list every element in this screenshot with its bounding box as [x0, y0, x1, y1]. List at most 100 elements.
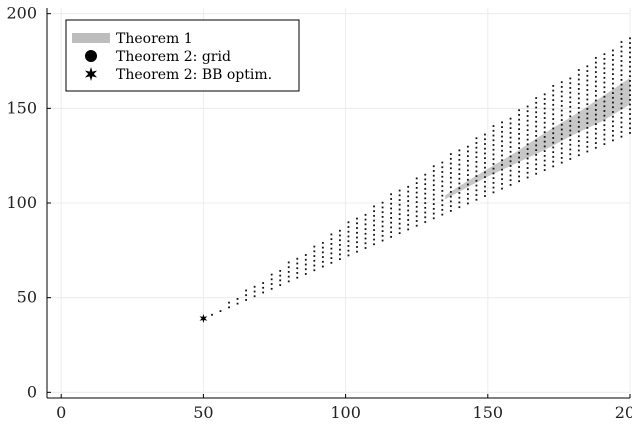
grid-point [484, 152, 486, 155]
grid-point [432, 217, 435, 220]
grid-point [543, 98, 546, 100]
grid-point [449, 172, 452, 174]
grid-point [321, 256, 324, 258]
grid-point [449, 195, 452, 198]
grid-point [569, 129, 572, 132]
grid-point [432, 212, 435, 215]
grid-point [330, 252, 333, 255]
grid-point [552, 108, 555, 111]
grid-point [415, 220, 418, 222]
grid-point [373, 214, 375, 217]
grid-point [518, 109, 520, 112]
grid-point [484, 176, 486, 179]
x-tick-label: 150 [473, 403, 504, 422]
grid-point [296, 267, 299, 270]
grid-point [586, 145, 589, 148]
grid-point [518, 118, 520, 121]
grid-point [603, 72, 606, 74]
grid-point [586, 112, 589, 115]
grid-point [492, 177, 495, 180]
grid-point [458, 154, 461, 157]
grid-point [560, 147, 563, 150]
grid-point [501, 130, 503, 133]
grid-point [612, 59, 614, 61]
grid-point [466, 174, 469, 176]
grid-point [612, 106, 614, 109]
grid-point [543, 107, 546, 110]
grid-point [552, 165, 555, 168]
grid-point [509, 169, 512, 172]
grid-point [594, 113, 597, 116]
grid-point [449, 176, 452, 179]
grid-point [484, 180, 486, 183]
grid-point [492, 172, 495, 175]
grid-point [577, 97, 580, 100]
grid-point [629, 42, 631, 44]
grid-point [620, 45, 623, 48]
y-tick-label: 100 [6, 193, 37, 212]
grid-point [321, 241, 324, 244]
grid-point [594, 104, 597, 107]
grid-point [552, 103, 555, 106]
grid-point [526, 157, 529, 160]
grid-point [296, 276, 299, 279]
grid-point [543, 164, 546, 167]
grid-point [560, 86, 563, 88]
grid-point [569, 158, 572, 160]
grid-point [484, 185, 486, 188]
grid-point [449, 200, 452, 203]
grid-point [313, 269, 316, 272]
grid-point [296, 257, 299, 260]
grid-point [321, 251, 324, 254]
grid-point [424, 187, 427, 190]
grid-point [449, 167, 452, 170]
grid-point [458, 182, 461, 185]
grid-point [569, 120, 572, 122]
grid-point [364, 242, 367, 245]
grid-point [526, 162, 529, 165]
grid-point [424, 183, 427, 186]
grid-point [296, 272, 299, 274]
grid-point [569, 153, 572, 156]
grid-point [535, 101, 538, 104]
grid-point [364, 213, 367, 216]
grid-point [594, 99, 597, 102]
grid-point [629, 132, 631, 134]
grid-point [560, 142, 563, 145]
grid-point [501, 145, 503, 147]
grid-point [594, 75, 597, 78]
grid-point [313, 245, 316, 248]
grid-point [458, 206, 461, 209]
grid-point [262, 286, 265, 289]
grid-point [415, 224, 418, 227]
grid-point [612, 111, 614, 113]
grid-point [381, 215, 384, 218]
grid-point [577, 111, 580, 114]
grid-point [466, 202, 469, 205]
grid-point [603, 119, 606, 122]
grid-point [543, 131, 546, 134]
grid-point [569, 77, 572, 80]
grid-point [552, 118, 555, 120]
grid-point [509, 146, 512, 148]
grid-point [560, 152, 563, 155]
grid-point [577, 154, 580, 157]
grid-point [449, 191, 452, 193]
grid-point [620, 41, 623, 43]
grid-point [586, 103, 589, 106]
grid-point [458, 168, 461, 171]
grid-point [364, 232, 367, 235]
grid-point [620, 135, 623, 138]
grid-point [586, 117, 589, 120]
grid-point [458, 192, 461, 194]
grid-point [518, 137, 520, 140]
grid-point [441, 175, 444, 178]
grid-point [560, 123, 563, 126]
grid-point [594, 94, 597, 97]
grid-point [612, 139, 614, 142]
grid-point [347, 230, 350, 233]
grid-point [424, 173, 427, 176]
grid-point [330, 233, 333, 236]
grid-point [390, 193, 393, 196]
grid-point [441, 194, 444, 197]
